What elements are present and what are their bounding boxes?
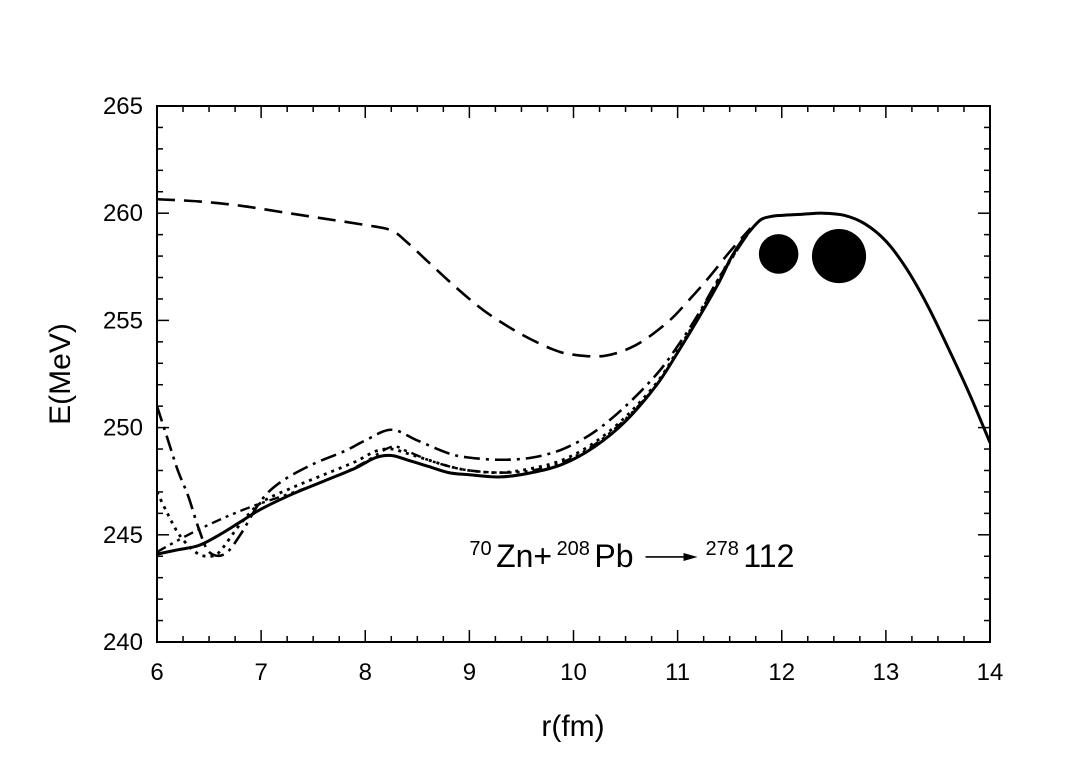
- product-text: 278 112: [706, 538, 795, 574]
- x-axis-title: r(fm): [541, 710, 604, 743]
- y-tick-labels: 240 245 250 255 260 265: [103, 93, 143, 656]
- x-tick-label: 11: [665, 659, 690, 686]
- y-tick-label: 260: [103, 200, 143, 227]
- x-tick-label: 8: [359, 659, 372, 686]
- reaction-annotation: 70 Zn+ 208 Pb 278 112: [469, 538, 794, 574]
- curves-group: [157, 197, 990, 558]
- y-tick-label: 265: [103, 93, 143, 120]
- reaction-arrow: [645, 552, 698, 561]
- y-tick-label: 255: [103, 307, 143, 334]
- element-1: Zn+: [496, 538, 552, 574]
- x-tick-label: 14: [977, 659, 1004, 686]
- y-tick-label: 245: [103, 522, 143, 549]
- curve-dashdot: [157, 229, 752, 558]
- element-2: Pb: [594, 538, 633, 574]
- x-tick-labels: 6 7 8 9 10 11 12 13 14: [150, 659, 1003, 686]
- mass-number-1: 70: [469, 538, 491, 560]
- x-tick-label: 6: [150, 659, 163, 686]
- x-tick-label: 9: [463, 659, 476, 686]
- x-tick-label: 7: [254, 659, 267, 686]
- curve-dotted: [157, 227, 752, 558]
- axis-ticks: [156, 105, 991, 643]
- x-tick-label: 13: [873, 659, 900, 686]
- plot-frame: [156, 105, 991, 643]
- y-axis-title: E(MeV): [44, 323, 77, 425]
- curve-dashdotdot: [157, 229, 752, 554]
- nucleus-circle: [758, 234, 799, 274]
- element-3: 112: [743, 538, 794, 574]
- x-tick-label: 12: [768, 659, 795, 686]
- reaction-text: 70 Zn+ 208 Pb: [469, 538, 633, 574]
- y-tick-label: 240: [103, 629, 143, 656]
- mass-number-2: 208: [557, 538, 590, 560]
- nuclei-group: [758, 229, 867, 284]
- curve-solid: [157, 211, 990, 556]
- y-tick-label: 250: [103, 415, 143, 442]
- nucleus-circle: [811, 229, 867, 284]
- curve-dashed: [157, 197, 752, 358]
- x-tick-label: 10: [560, 659, 587, 686]
- mass-number-3: 278: [706, 538, 739, 560]
